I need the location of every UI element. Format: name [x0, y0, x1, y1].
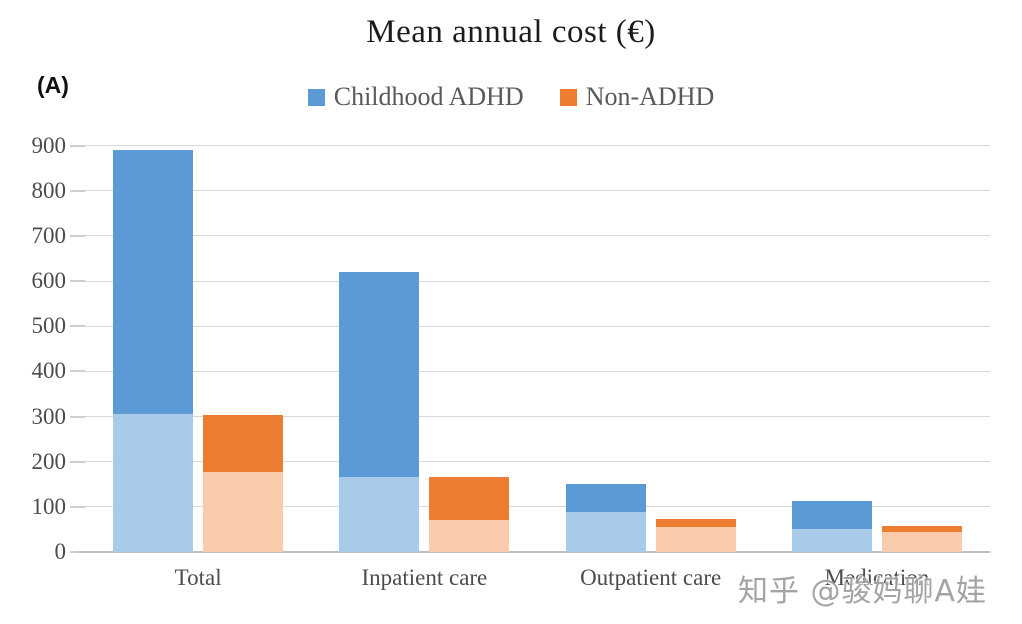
ytick-mark-0 — [70, 551, 85, 553]
bar-light-non-adhd-medication — [881, 531, 962, 552]
legend-label-non-adhd: Non-ADHD — [585, 82, 715, 111]
ytick-label-400: 400 — [31, 358, 67, 384]
legend-item-non-adhd: Non-ADHD — [559, 82, 715, 112]
watermark: 知乎 @骏妈聊A娃 — [738, 574, 988, 609]
legend-item-childhood-adhd: Childhood ADHD — [307, 82, 524, 112]
ytick-mark-300 — [70, 415, 85, 418]
bar-light-childhood-adhd-inpatient-care — [339, 477, 420, 552]
bar-dark-childhood-adhd-total — [113, 150, 194, 415]
ytick-mark-900 — [70, 144, 85, 147]
ytick-mark-800 — [70, 189, 85, 192]
panel-label-a: (A) — [37, 72, 69, 98]
bar-dark-non-adhd-outpatient-care — [655, 519, 736, 528]
ytick-label-800: 800 — [31, 177, 67, 203]
bar-dark-non-adhd-total — [203, 415, 284, 472]
bar-dark-childhood-adhd-medication — [791, 500, 872, 530]
xtick-label-outpatient-care: Outpatient care — [580, 565, 722, 590]
gridline-600 — [85, 280, 990, 282]
ytick-mark-700 — [70, 234, 85, 237]
xtick-label-total: Total — [174, 565, 222, 590]
ytick-label-700: 700 — [31, 222, 67, 248]
ytick-label-0: 0 — [54, 539, 67, 564]
ytick-mark-100 — [70, 505, 85, 508]
legend-swatch-childhood-adhd — [307, 88, 325, 106]
gridline-300 — [85, 416, 990, 417]
legend-label-childhood-adhd: Childhood ADHD — [333, 82, 524, 111]
ytick-label-200: 200 — [31, 448, 67, 474]
gridline-500 — [85, 325, 990, 327]
bar-dark-childhood-adhd-outpatient-care — [565, 484, 646, 513]
ytick-label-100: 100 — [31, 493, 67, 519]
gridline-400 — [85, 370, 990, 372]
bar-dark-childhood-adhd-inpatient-care — [339, 271, 420, 478]
ytick-label-600: 600 — [31, 268, 67, 293]
chart-title: Mean annual cost (€) — [366, 14, 656, 50]
bar-light-non-adhd-outpatient-care — [655, 527, 736, 552]
bar-light-childhood-adhd-medication — [791, 529, 872, 552]
legend-swatch-non-adhd — [559, 88, 577, 106]
ytick-mark-500 — [70, 325, 85, 328]
bar-light-childhood-adhd-total — [113, 414, 194, 552]
bar-light-non-adhd-inpatient-care — [429, 520, 510, 552]
ytick-label-300: 300 — [31, 403, 67, 429]
bar-dark-non-adhd-inpatient-care — [429, 477, 510, 521]
bar-light-non-adhd-total — [203, 471, 284, 552]
gridline-700 — [85, 235, 990, 237]
gridline-900 — [85, 145, 990, 146]
ytick-mark-400 — [70, 370, 85, 373]
gridline-200 — [85, 461, 990, 463]
xtick-label-inpatient-care: Inpatient care — [361, 565, 488, 590]
ytick-label-900: 900 — [31, 132, 67, 158]
ytick-mark-200 — [70, 460, 85, 463]
x-axis-line — [78, 551, 990, 553]
bar-light-childhood-adhd-outpatient-care — [565, 512, 646, 552]
legend: Childhood ADHD Non-ADHD — [0, 82, 1022, 112]
bar-dark-non-adhd-medication — [881, 526, 962, 532]
ytick-mark-600 — [70, 280, 85, 282]
ytick-label-500: 500 — [31, 313, 67, 339]
gridline-100 — [85, 506, 990, 508]
xtick-label-medication: Medication — [824, 565, 930, 590]
gridline-800 — [85, 190, 990, 192]
